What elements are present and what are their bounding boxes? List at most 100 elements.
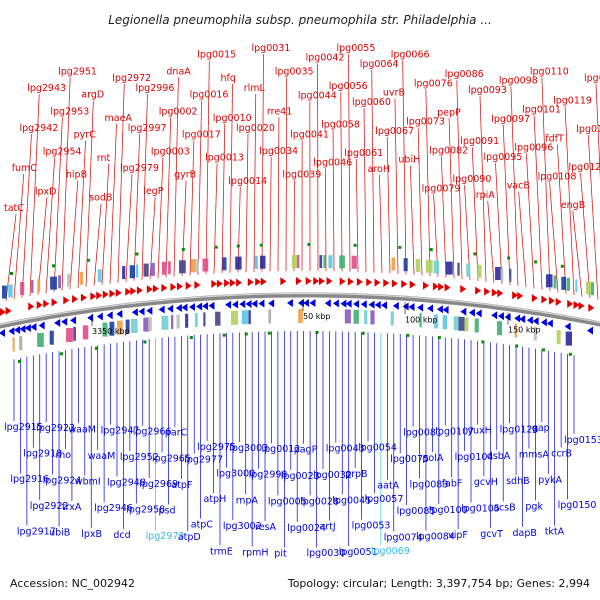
gene-label-forward: lpg0034 [259, 146, 298, 157]
gene-arrow-forward [383, 279, 390, 288]
gene-arrow-reverse [345, 299, 352, 308]
gene-arrow-forward [305, 277, 312, 286]
gene-arrow-reverse [30, 322, 37, 331]
gene-arrow-forward [176, 282, 183, 291]
feature-block-forward [445, 261, 453, 275]
gene-label-forward: lpg0076 [414, 79, 453, 90]
feature-block-forward [260, 255, 266, 269]
gene-label-forward: lpg0066 [391, 50, 430, 61]
feature-block-reverse [248, 310, 251, 325]
gene-label-forward: lpg0108 [538, 171, 577, 182]
gene-arrow-reverse [442, 305, 449, 314]
gene-leader-forward [229, 83, 233, 273]
gene-label-reverse: lpg0057 [365, 494, 404, 505]
gene-label-forward: lpg2954 [43, 146, 82, 157]
gene-arrow-forward [313, 277, 320, 286]
gene-label-reverse: sdhB [506, 476, 530, 487]
feature-block-forward [466, 263, 471, 277]
gene-arrow-forward [51, 298, 58, 307]
gene-arrow-forward [484, 287, 491, 296]
feature-block-reverse [176, 314, 180, 329]
gene-label-forward: lpg0010 [213, 113, 252, 124]
gene-leader-forward [541, 77, 551, 291]
gene-label-forward: hipB [66, 170, 87, 181]
gene-label-reverse: lpg0023 [281, 471, 320, 482]
gene-arrow-reverse [189, 302, 196, 311]
gene-arrow-forward [326, 277, 333, 286]
gene-label-forward: lpg0017 [182, 130, 221, 141]
gene-label-forward: lpg0055 [337, 43, 376, 54]
gene-leader-forward [197, 100, 202, 275]
feature-block-reverse [565, 331, 572, 346]
gene-label-reverse: atpC [191, 520, 214, 531]
gene-arrow-forward [236, 278, 243, 287]
marker-tick [361, 331, 365, 335]
scale-label: 50 kbp [303, 312, 331, 321]
gene-arrow-reverse [514, 314, 521, 323]
gene-leader-forward [456, 80, 463, 280]
feature-block-reverse [215, 311, 221, 326]
gene-leader-forward [221, 123, 226, 274]
gene-arrow-forward [5, 306, 12, 315]
gene-label-reverse: gcvT [480, 529, 503, 540]
gene-label-reverse: lpg0074 [384, 532, 423, 543]
feature-block-reverse [556, 330, 561, 345]
feature-block-forward [222, 257, 227, 271]
gene-label-reverse: lpg3002 [223, 521, 262, 532]
gene-label-forward: lpg0015 [197, 50, 236, 61]
gene-arrow-forward [356, 277, 363, 286]
gene-label-forward: lpg0110 [530, 67, 569, 78]
gene-leader-forward [580, 173, 591, 299]
gene-arrow-forward [422, 281, 429, 290]
feature-block-forward [561, 276, 567, 290]
gene-arrow-forward [146, 285, 153, 294]
feature-block-reverse [464, 317, 469, 332]
gene-leader-forward [425, 89, 431, 277]
gene-leader-forward [133, 134, 141, 281]
gene-leader-forward [173, 77, 179, 277]
gene-leader-forward [355, 159, 359, 272]
gene-arrow-forward [444, 283, 451, 292]
gene-arrow-reverse [417, 303, 424, 312]
gene-label-reverse: ccrB [551, 449, 572, 460]
gene-arrow-forward [185, 281, 192, 290]
gene-label-reverse: lpg2998 [249, 470, 288, 481]
marker-tick [307, 243, 311, 246]
marker-tick [60, 352, 64, 356]
gene-arrow-forward [567, 299, 574, 308]
feature-block-forward [297, 255, 300, 268]
gene-arrow-reverse [24, 324, 31, 333]
feature-block-reverse [231, 310, 238, 325]
gene-arrow-forward [130, 287, 137, 296]
gene-leader-forward [348, 54, 351, 272]
gene-arrow-reverse [286, 299, 293, 308]
gene-arrow-reverse [587, 326, 594, 335]
gene-label-reverse: atpD [178, 532, 201, 543]
gene-label-reverse: rnpA [236, 495, 259, 506]
feature-block-forward [553, 275, 557, 289]
gene-arrow-forward [497, 289, 504, 298]
gene-label-reverse: lpg0150 [558, 500, 597, 511]
gene-arrow-reverse [19, 325, 26, 334]
gene-label-reverse: lpg0054 [358, 442, 397, 453]
feature-block-forward [179, 260, 186, 274]
feature-block-forward [391, 257, 396, 271]
gene-label-reverse: lpg2916 [10, 474, 49, 485]
gene-label-reverse: lpg2969 [139, 479, 178, 490]
gene-label-reverse: pykA [538, 475, 562, 486]
feature-block-forward [194, 259, 199, 272]
scale-label: 100 kbp [405, 315, 438, 324]
gene-leader-forward [61, 77, 71, 291]
gene-label-forward: aroH [368, 164, 390, 175]
gene-label-forward: lpg2997 [128, 123, 167, 134]
feature-block-forward [37, 278, 41, 292]
feature-block-reverse [370, 310, 375, 325]
gene-leader-forward [479, 95, 487, 282]
gene-arrow-reverse [106, 311, 113, 320]
gene-leader-forward [189, 140, 195, 276]
gene-label-forward: lpg0058 [321, 119, 360, 130]
gene-arrow-reverse [564, 322, 571, 331]
feature-block-forward [50, 276, 57, 290]
gene-label-forward: lpg0002 [159, 106, 198, 117]
gene-arrow-reverse [353, 299, 360, 308]
